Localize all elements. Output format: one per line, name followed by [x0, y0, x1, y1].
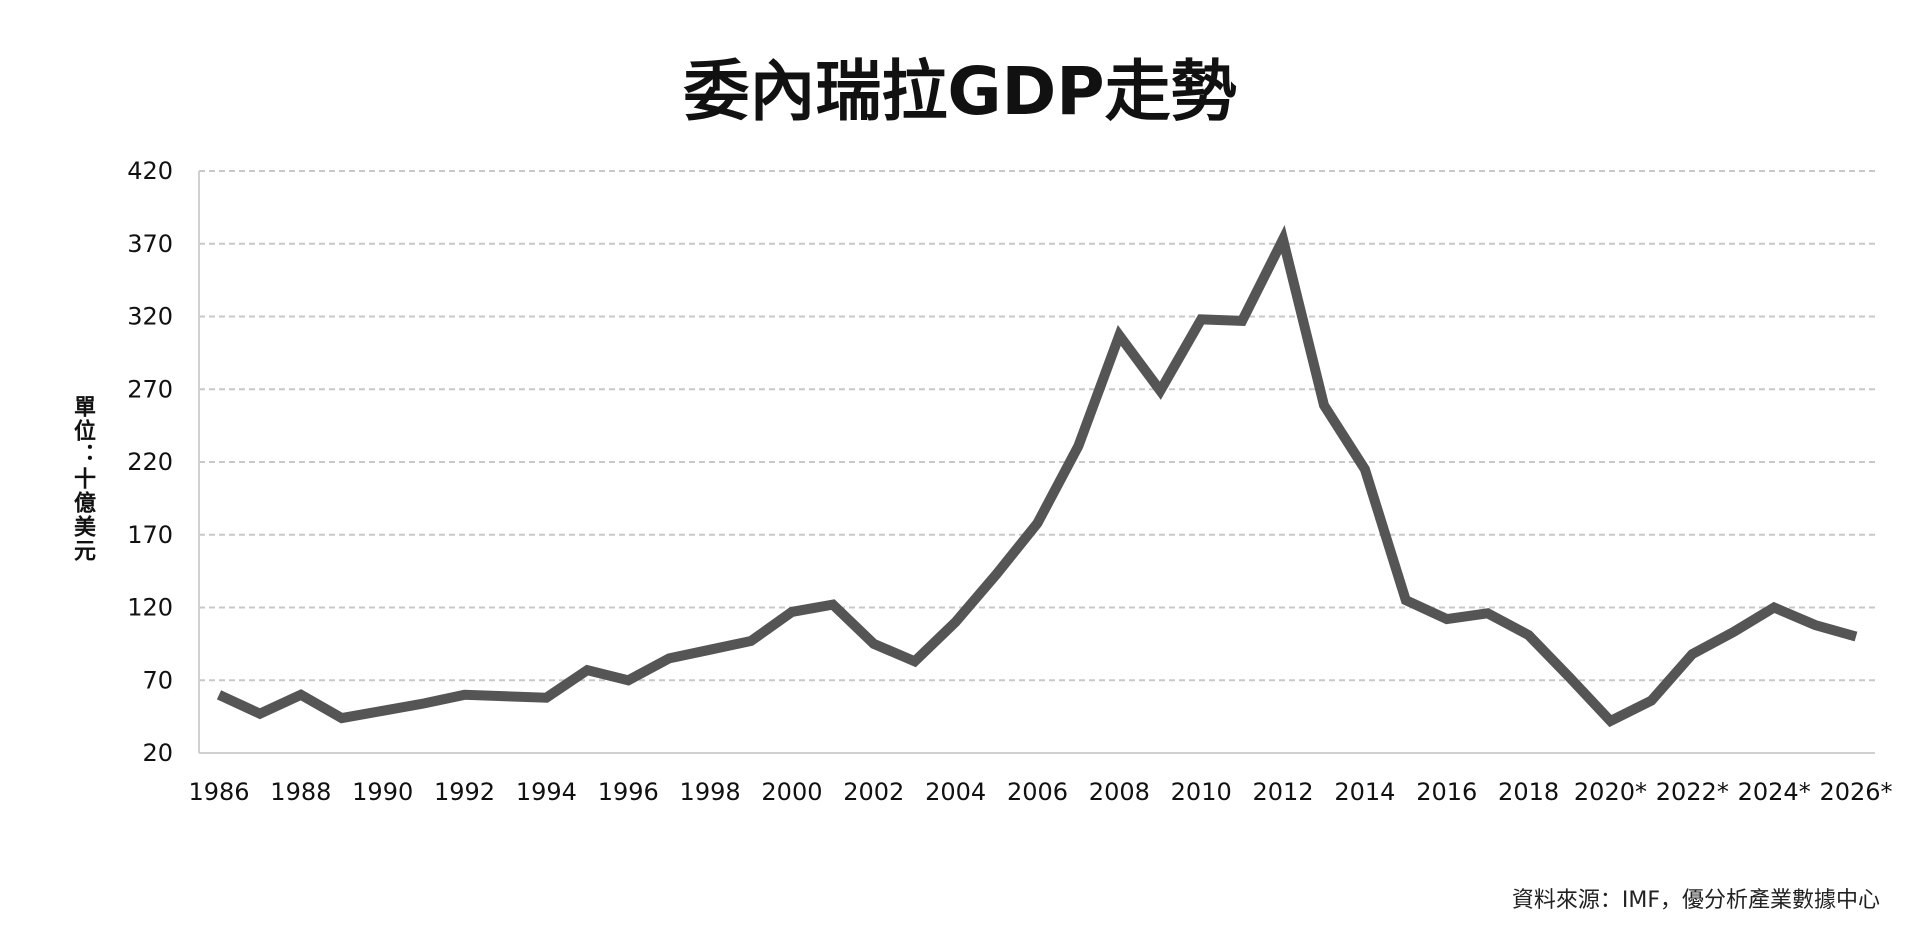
x-tick-label: 2016: [1416, 778, 1477, 806]
x-tick-label: 2004: [925, 778, 986, 806]
x-tick-label: 2014: [1334, 778, 1395, 806]
x-tick-label: 2010: [1171, 778, 1232, 806]
x-tick-label: 2002: [843, 778, 904, 806]
y-tick-label: 320: [127, 303, 173, 331]
gridlines: [199, 170, 1875, 682]
x-tick-label: 1986: [188, 778, 249, 806]
y-tick-label: 420: [127, 157, 173, 185]
y-tick-label: 120: [127, 594, 173, 622]
x-tick-label: 2018: [1498, 778, 1559, 806]
y-tick-label: 370: [127, 230, 173, 258]
x-tick-label: 2022*: [1656, 778, 1729, 806]
x-tick-labels: 1986 1988 1990 1992 1994 1996 1998 2000 2002 2004…: [188, 778, 1892, 806]
x-tick-label: 1990: [352, 778, 413, 806]
chart-title: 委內瑞拉GDP走勢: [683, 53, 1237, 130]
x-tick-label: 2008: [1089, 778, 1150, 806]
y-tick-label: 20: [142, 739, 173, 767]
x-tick-label: 1992: [434, 778, 495, 806]
gdp-line: [216, 225, 1858, 728]
axes: [198, 171, 1875, 754]
x-tick-label: 1996: [598, 778, 659, 806]
y-tick-label: 270: [127, 375, 173, 403]
y-axis-label: 單位：十億美元: [70, 395, 95, 563]
x-tick-label: 2012: [1253, 778, 1314, 806]
x-tick-label: 2006: [1007, 778, 1068, 806]
x-tick-label: 2026*: [1819, 778, 1892, 806]
x-tick-label: 1994: [516, 778, 577, 806]
y-tick-label: 170: [127, 521, 173, 549]
source-note: 資料來源：IMF，優分析產業數據中心: [1511, 888, 1880, 913]
x-tick-label: 1988: [270, 778, 331, 806]
x-tick-label: 1998: [680, 778, 741, 806]
y-tick-label: 70: [142, 666, 173, 694]
x-tick-label: 2024*: [1738, 778, 1811, 806]
y-tick-label: 220: [127, 448, 173, 476]
y-tick-labels: 20 70 120 170 220 270 320 370 420: [127, 157, 173, 767]
x-tick-label: 2020*: [1574, 778, 1647, 806]
x-tick-label: 2000: [761, 778, 822, 806]
series-gdp: [216, 225, 1858, 728]
